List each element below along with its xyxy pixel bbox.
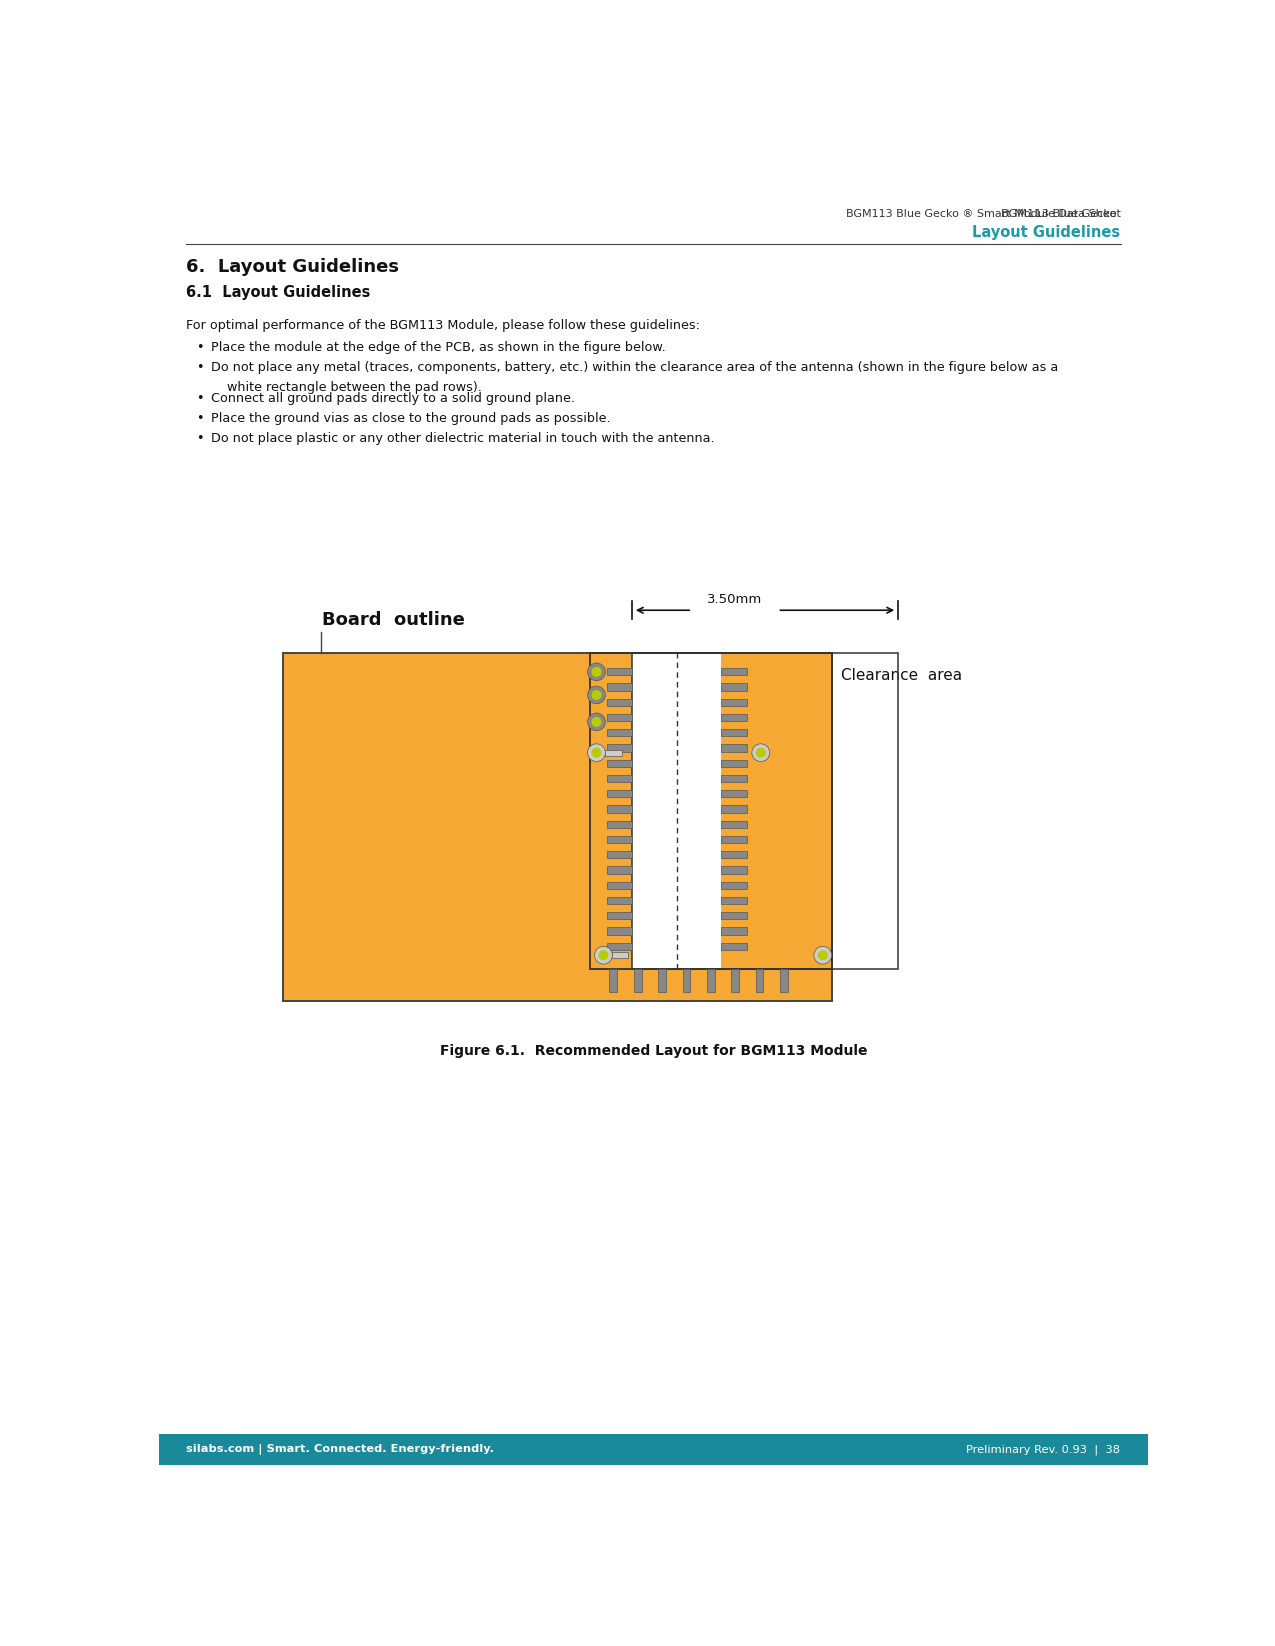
Text: Do not place any metal (traces, components, battery, etc.) within the clearance : Do not place any metal (traces, componen… xyxy=(210,360,1058,374)
Circle shape xyxy=(752,744,770,762)
Bar xyxy=(607,729,632,736)
Bar xyxy=(722,882,747,889)
Text: BGM113 Blue Gecko: BGM113 Blue Gecko xyxy=(1001,209,1121,219)
Bar xyxy=(722,851,747,858)
Bar xyxy=(607,744,632,752)
Circle shape xyxy=(588,713,606,731)
Bar xyxy=(658,969,666,993)
Bar xyxy=(732,969,739,993)
Bar xyxy=(722,683,747,691)
Bar xyxy=(607,790,632,797)
Text: •: • xyxy=(196,431,204,444)
Text: Figure 6.1.  Recommended Layout for BGM113 Module: Figure 6.1. Recommended Layout for BGM11… xyxy=(440,1044,867,1058)
Text: white rectangle between the pad rows).: white rectangle between the pad rows). xyxy=(210,382,482,393)
Text: 6.  Layout Guidelines: 6. Layout Guidelines xyxy=(186,257,399,275)
Bar xyxy=(609,969,617,993)
Bar xyxy=(607,698,632,706)
Circle shape xyxy=(588,686,606,704)
Bar xyxy=(722,790,747,797)
Circle shape xyxy=(817,950,827,960)
Bar xyxy=(780,969,788,993)
Bar xyxy=(612,951,627,958)
Bar xyxy=(682,969,690,993)
Text: silabs.com | Smart. Connected. Energy-friendly.: silabs.com | Smart. Connected. Energy-fr… xyxy=(186,1444,495,1455)
Bar xyxy=(722,729,747,736)
Bar xyxy=(722,821,747,828)
Bar xyxy=(722,943,747,950)
Bar xyxy=(722,744,747,752)
Circle shape xyxy=(592,747,602,757)
Text: Preliminary Rev. 0.93  |  38: Preliminary Rev. 0.93 | 38 xyxy=(966,1444,1121,1455)
Bar xyxy=(722,897,747,904)
Bar xyxy=(589,652,833,969)
Bar xyxy=(722,866,747,874)
Text: Clearance  area: Clearance area xyxy=(842,668,963,683)
Bar xyxy=(607,927,632,935)
Bar xyxy=(607,897,632,904)
Circle shape xyxy=(594,946,612,965)
Circle shape xyxy=(588,744,606,762)
Circle shape xyxy=(756,747,766,757)
Text: Place the ground vias as close to the ground pads as possible.: Place the ground vias as close to the gr… xyxy=(210,412,611,425)
Circle shape xyxy=(588,663,606,681)
Bar xyxy=(607,836,632,843)
Text: •: • xyxy=(196,392,204,405)
Bar xyxy=(634,969,641,993)
Text: BGM113 Blue Gecko ® Smart Module Data Sheet: BGM113 Blue Gecko ® Smart Module Data Sh… xyxy=(839,209,1121,219)
Bar xyxy=(607,912,632,920)
Text: •: • xyxy=(196,360,204,374)
Text: Layout Guidelines: Layout Guidelines xyxy=(973,226,1121,240)
Bar xyxy=(607,775,632,782)
Bar xyxy=(607,805,632,813)
Text: For optimal performance of the BGM113 Module, please follow these guidelines:: For optimal performance of the BGM113 Mo… xyxy=(186,319,700,332)
Bar xyxy=(632,652,722,969)
Text: 3.50mm: 3.50mm xyxy=(708,593,762,606)
Circle shape xyxy=(598,950,608,960)
Bar xyxy=(722,775,747,782)
Circle shape xyxy=(813,946,831,965)
Bar xyxy=(607,759,632,767)
Bar xyxy=(607,668,632,675)
Bar xyxy=(722,805,747,813)
Bar xyxy=(159,1434,1148,1465)
Bar xyxy=(632,652,898,969)
Bar xyxy=(706,969,715,993)
Bar xyxy=(283,652,833,1001)
Bar xyxy=(283,652,833,1001)
Bar xyxy=(722,759,747,767)
Text: BGM113 Blue Gecko ® Smart Module Data Sheet: BGM113 Blue Gecko ® Smart Module Data Sh… xyxy=(845,209,1121,219)
Bar xyxy=(756,969,764,993)
Bar xyxy=(607,866,632,874)
Text: Do not place plastic or any other dielectric material in touch with the antenna.: Do not place plastic or any other dielec… xyxy=(210,431,714,444)
Bar xyxy=(722,836,747,843)
Circle shape xyxy=(592,667,602,677)
Bar xyxy=(722,912,747,920)
Text: 6.1  Layout Guidelines: 6.1 Layout Guidelines xyxy=(186,285,371,300)
Text: •: • xyxy=(196,341,204,354)
Bar xyxy=(607,821,632,828)
Bar xyxy=(722,714,747,721)
Bar xyxy=(607,683,632,691)
Bar xyxy=(722,927,747,935)
Bar xyxy=(607,851,632,858)
Text: Board  outline: Board outline xyxy=(323,612,465,629)
Text: •: • xyxy=(196,412,204,425)
Bar xyxy=(607,882,632,889)
Bar xyxy=(607,943,632,950)
Text: Connect all ground pads directly to a solid ground plane.: Connect all ground pads directly to a so… xyxy=(210,392,575,405)
Bar xyxy=(606,749,622,756)
Circle shape xyxy=(592,690,602,700)
Bar xyxy=(607,714,632,721)
Text: Place the module at the edge of the PCB, as shown in the figure below.: Place the module at the edge of the PCB,… xyxy=(210,341,666,354)
Circle shape xyxy=(592,718,602,728)
Bar xyxy=(722,698,747,706)
Bar xyxy=(722,668,747,675)
